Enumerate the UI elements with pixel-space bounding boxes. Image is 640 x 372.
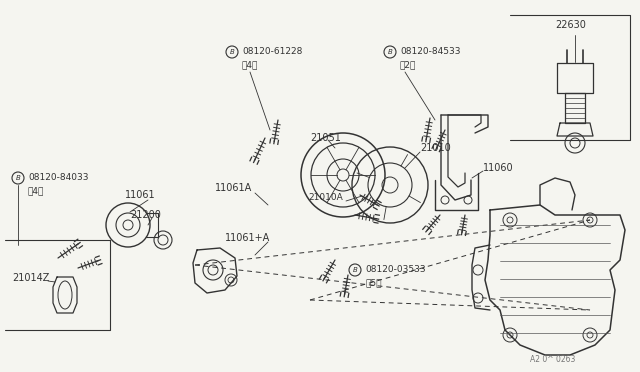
Text: 08120-03533: 08120-03533 [365, 266, 426, 275]
Text: B: B [15, 175, 20, 181]
Text: 11061+A: 11061+A [225, 233, 270, 243]
Text: 21014Z: 21014Z [12, 273, 49, 283]
Text: 21051: 21051 [310, 133, 341, 143]
Text: （4）: （4） [28, 186, 44, 196]
Text: 11061A: 11061A [215, 183, 252, 193]
Text: 08120-84533: 08120-84533 [400, 48, 461, 57]
Text: 21200: 21200 [130, 210, 161, 220]
Text: 21010A: 21010A [308, 193, 343, 202]
Text: B: B [388, 49, 392, 55]
Text: A2 0^ 0263: A2 0^ 0263 [530, 356, 575, 365]
Text: 11061: 11061 [125, 190, 156, 200]
Text: （2）: （2） [400, 61, 417, 70]
Text: （5）: （5） [365, 279, 381, 288]
Text: 22630: 22630 [555, 20, 586, 30]
Text: 21010: 21010 [420, 143, 451, 153]
Text: 08120-84033: 08120-84033 [28, 173, 88, 183]
Text: 08120-61228: 08120-61228 [242, 48, 302, 57]
Text: 11060: 11060 [483, 163, 514, 173]
Text: （4）: （4） [242, 61, 259, 70]
Text: B: B [230, 49, 234, 55]
Text: B: B [353, 267, 357, 273]
